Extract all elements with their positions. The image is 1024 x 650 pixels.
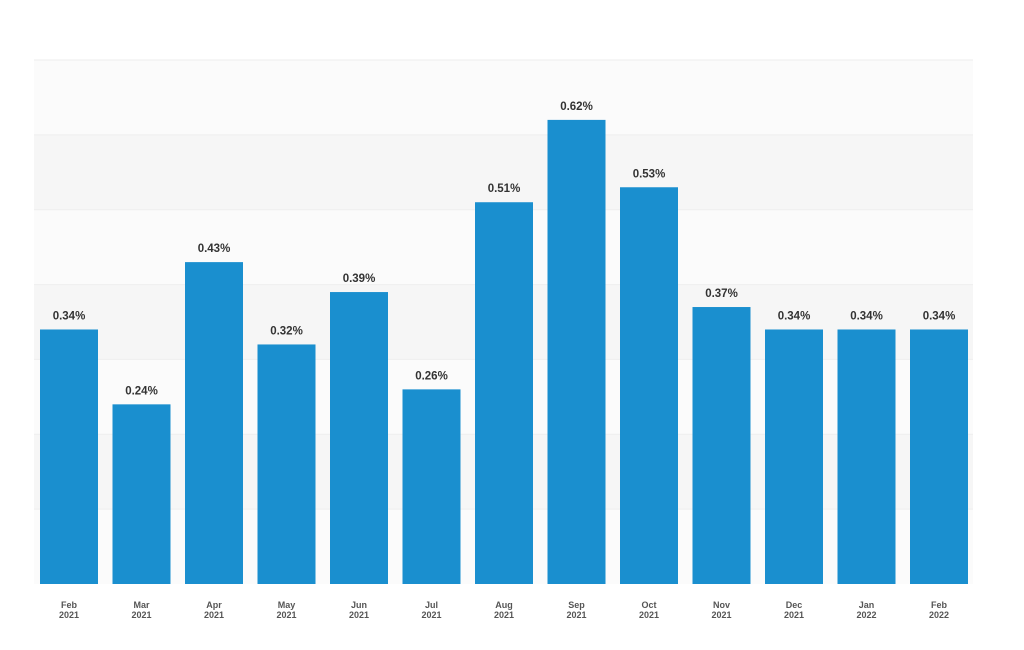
x-tick-year-label: 2021 (131, 610, 151, 620)
x-tick-month-label: Jul (425, 600, 438, 610)
bar-value-label: 0.34% (923, 310, 956, 322)
x-tick-year-label: 2021 (639, 610, 659, 620)
x-tick-year-label: 2021 (494, 610, 514, 620)
bar-series (40, 119, 968, 584)
x-tick-month-label: Apr (206, 600, 222, 610)
x-tick-year-label: 2021 (421, 610, 441, 620)
x-tick-month-label: Jan (859, 600, 875, 610)
grid-band (34, 60, 973, 135)
bar[interactable] (40, 329, 98, 584)
bar[interactable] (112, 404, 171, 584)
x-axis-tick-labels: Feb2021Mar2021Apr2021May2021Jun2021Jul20… (59, 600, 949, 620)
value-labels: 0.34% 0.24% 0.43% 0.32% 0.39% 0.26% 0.51% 0.62%… (53, 101, 956, 397)
bar-value-label: 0.34% (53, 310, 86, 322)
x-tick-month-label: Feb (61, 600, 78, 610)
x-tick-year-label: 2021 (204, 610, 224, 620)
bar[interactable] (257, 344, 316, 584)
bar-value-label: 0.51% (488, 183, 521, 195)
x-tick-year-label: 2021 (566, 610, 586, 620)
bar-value-label: 0.26% (415, 370, 448, 382)
bar-value-label: 0.34% (778, 310, 811, 322)
x-tick-year-label: 2021 (276, 610, 296, 620)
bar-value-label: 0.39% (343, 273, 376, 285)
grid-band (34, 134, 973, 210)
bar[interactable] (910, 329, 968, 584)
bar[interactable] (547, 119, 606, 584)
x-tick-year-label: 2021 (59, 610, 79, 620)
x-tick-month-label: Sep (568, 600, 585, 610)
x-tick-year-label: 2021 (349, 610, 369, 620)
bar-value-label: 0.24% (125, 385, 158, 397)
bar-value-label: 0.62% (560, 101, 593, 113)
bar[interactable] (402, 389, 461, 584)
x-tick-month-label: Jun (351, 600, 367, 610)
bar[interactable] (837, 329, 896, 584)
bar[interactable] (765, 329, 823, 584)
bar-value-label: 0.34% (850, 310, 883, 322)
x-tick-month-label: Aug (495, 600, 513, 610)
bar[interactable] (620, 187, 678, 584)
x-tick-year-label: 2022 (929, 610, 949, 620)
x-tick-month-label: Nov (713, 600, 730, 610)
x-tick-month-label: Dec (786, 600, 803, 610)
bar[interactable] (330, 292, 388, 584)
x-tick-month-label: Feb (931, 600, 948, 610)
bar[interactable] (185, 262, 243, 584)
bar[interactable] (475, 202, 533, 584)
bar-value-label: 0.32% (270, 325, 303, 337)
x-tick-month-label: Mar (133, 600, 150, 610)
x-tick-year-label: 2022 (856, 610, 876, 620)
bar-value-label: 0.53% (633, 168, 666, 180)
x-tick-year-label: 2021 (711, 610, 731, 620)
bar-value-label: 0.37% (705, 288, 738, 300)
bar-value-label: 0.43% (198, 243, 231, 255)
x-tick-month-label: May (278, 600, 296, 610)
x-tick-month-label: Oct (641, 600, 656, 610)
x-tick-year-label: 2021 (784, 610, 804, 620)
bar[interactable] (692, 307, 751, 584)
